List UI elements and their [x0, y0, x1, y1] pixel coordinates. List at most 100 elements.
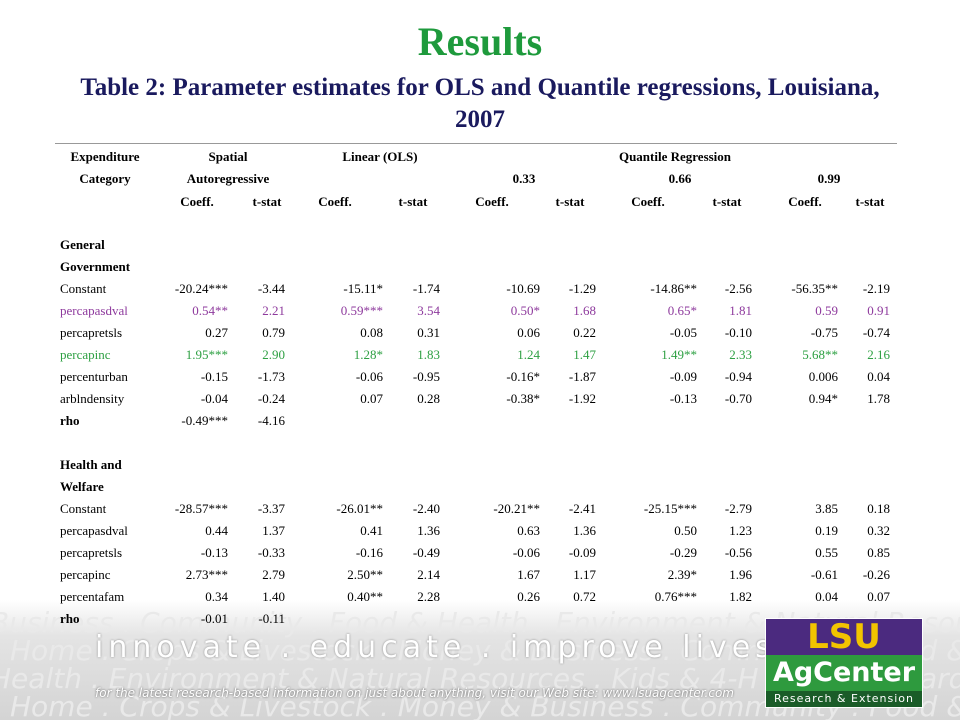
value-cell: 0.22: [573, 325, 596, 340]
logo-extension: Research & Extension: [766, 691, 922, 707]
header-cell: 0.99: [817, 171, 841, 186]
value-cell: 0.18: [867, 501, 890, 516]
value-cell: -4.16: [257, 413, 285, 428]
row-label: percapinc: [60, 567, 111, 582]
subtitle: Table 2: Parameter estimates for OLS and…: [80, 74, 880, 133]
logo-lsu: LSU: [766, 619, 922, 655]
value-cell: 0.94*: [808, 391, 838, 406]
header-cell: 0.33: [512, 171, 536, 186]
value-cell: 0.006: [808, 369, 838, 384]
value-cell: -0.38*: [506, 391, 540, 406]
value-cell: -2.79: [724, 501, 752, 516]
header-cell: Quantile Regression: [618, 149, 732, 164]
header-cell: t-stat: [252, 194, 282, 209]
value-cell: 1.83: [417, 347, 440, 362]
value-cell: 0.91: [867, 303, 890, 318]
value-cell: -0.74: [862, 325, 890, 340]
value-cell: 0.59: [815, 303, 838, 318]
value-cell: 0.50*: [510, 303, 540, 318]
value-cell: -0.11: [258, 611, 285, 626]
value-cell: -0.05: [669, 325, 697, 340]
value-cell: -0.75: [810, 325, 838, 340]
value-cell: 2.50**: [347, 567, 383, 582]
value-cell: -0.13: [669, 391, 697, 406]
value-cell: -1.87: [568, 369, 596, 384]
value-cell: -0.16*: [506, 369, 540, 384]
header-cell: Coeff.: [631, 194, 665, 209]
value-cell: -2.56: [724, 281, 752, 296]
header-cell: Expenditure: [70, 149, 140, 164]
value-cell: -0.04: [200, 391, 228, 406]
value-cell: 0.08: [360, 325, 383, 340]
row-label: percapasdval: [60, 303, 128, 318]
value-cell: 0.54**: [192, 303, 228, 318]
value-cell: 0.72: [573, 589, 596, 604]
value-cell: 1.47: [573, 347, 596, 362]
row-label: rho: [60, 611, 80, 626]
website-line: for the latest research-based informatio…: [95, 686, 734, 700]
value-cell: -0.26: [862, 567, 890, 582]
value-cell: -0.06: [512, 545, 540, 560]
value-cell: 0.63: [517, 523, 540, 538]
section-label: Government: [60, 259, 131, 274]
row-label: percapretsls: [60, 545, 123, 560]
value-cell: 1.68: [573, 303, 596, 318]
value-cell: -0.29: [669, 545, 697, 560]
logo-agcenter: AgCenter: [766, 655, 922, 691]
value-cell: -0.10: [724, 325, 752, 340]
value-cell: 0.19: [815, 523, 838, 538]
value-cell: -0.24: [257, 391, 285, 406]
value-cell: -20.24***: [174, 281, 228, 296]
value-cell: -1.29: [568, 281, 596, 296]
value-cell: 1.40: [262, 589, 285, 604]
row-label: Constant: [60, 501, 107, 516]
row-label: percapretsls: [60, 325, 123, 340]
value-cell: 3.54: [417, 303, 440, 318]
value-cell: 0.28: [417, 391, 440, 406]
value-cell: 1.36: [573, 523, 596, 538]
value-cell: 2.33: [729, 347, 752, 362]
value-cell: 1.24: [517, 347, 540, 362]
value-cell: 1.81: [729, 303, 752, 318]
value-cell: 0.40**: [347, 589, 383, 604]
header-cell: 0.66: [668, 171, 692, 186]
value-cell: -1.92: [568, 391, 596, 406]
header-cell: t-stat: [555, 194, 585, 209]
value-cell: 2.28: [417, 589, 440, 604]
value-cell: 0.55: [815, 545, 838, 560]
value-cell: 0.27: [205, 325, 228, 340]
value-cell: -0.33: [257, 545, 285, 560]
value-cell: -0.49***: [181, 413, 228, 428]
header-cell: Coeff.: [788, 194, 822, 209]
value-cell: -2.41: [568, 501, 596, 516]
value-cell: 0.50: [674, 523, 697, 538]
value-cell: 1.36: [417, 523, 440, 538]
value-cell: 0.59***: [340, 303, 383, 318]
title: Results: [417, 19, 543, 64]
value-cell: -2.19: [862, 281, 890, 296]
value-cell: 2.16: [867, 347, 890, 362]
header-cell: Category: [79, 171, 131, 186]
value-cell: 2.79: [262, 567, 285, 582]
value-cell: -1.74: [412, 281, 440, 296]
value-cell: -0.70: [724, 391, 752, 406]
value-cell: -10.69: [506, 281, 540, 296]
value-cell: -0.56: [724, 545, 752, 560]
value-cell: 2.21: [262, 303, 285, 318]
section-label: Health and: [60, 457, 122, 472]
header-cell: Coeff.: [180, 194, 214, 209]
value-cell: -3.44: [257, 281, 285, 296]
value-cell: -14.86**: [650, 281, 697, 296]
header-cell: Coeff.: [318, 194, 352, 209]
value-cell: 1.23: [729, 523, 752, 538]
value-cell: -0.06: [355, 369, 383, 384]
header-cell: t-stat: [855, 194, 885, 209]
value-cell: 5.68**: [802, 347, 838, 362]
value-cell: -0.94: [724, 369, 752, 384]
value-cell: 0.76***: [654, 589, 697, 604]
value-cell: -1.73: [257, 369, 285, 384]
header-cell: t-stat: [712, 194, 742, 209]
value-cell: 1.78: [867, 391, 890, 406]
value-cell: 0.34: [205, 589, 228, 604]
